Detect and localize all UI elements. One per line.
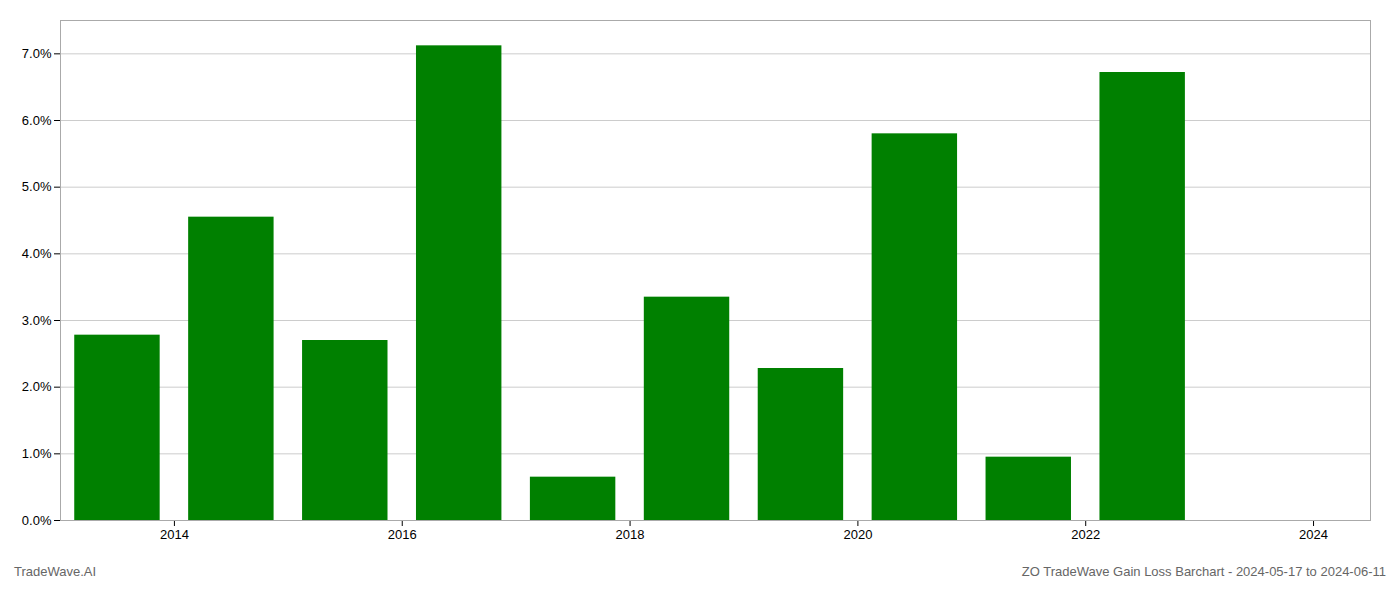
svg-text:2022: 2022 [1071, 527, 1100, 542]
svg-text:2016: 2016 [388, 527, 417, 542]
svg-text:2020: 2020 [843, 527, 872, 542]
html-text:ZO TradeWave Gain Loss Barchar: ZO TradeWave Gain Loss Barchart - 2024-0… [1021, 564, 1386, 579]
svg-text:7.0%: 7.0% [22, 46, 52, 61]
svg-text:5.0%: 5.0% [22, 179, 52, 194]
svg-text:6.0%: 6.0% [22, 113, 52, 128]
svg-text:2024: 2024 [1299, 527, 1328, 542]
svg-text:4.0%: 4.0% [22, 246, 52, 261]
svg-text:3.0%: 3.0% [22, 313, 52, 328]
svg-text:0.0%: 0.0% [22, 513, 52, 528]
svg-text:1.0%: 1.0% [22, 446, 52, 461]
html-text:TradeWave.AI: TradeWave.AI [14, 564, 97, 579]
svg-text:2018: 2018 [616, 527, 645, 542]
svg-text:2.0%: 2.0% [22, 379, 52, 394]
svg-text:2014: 2014 [160, 527, 189, 542]
